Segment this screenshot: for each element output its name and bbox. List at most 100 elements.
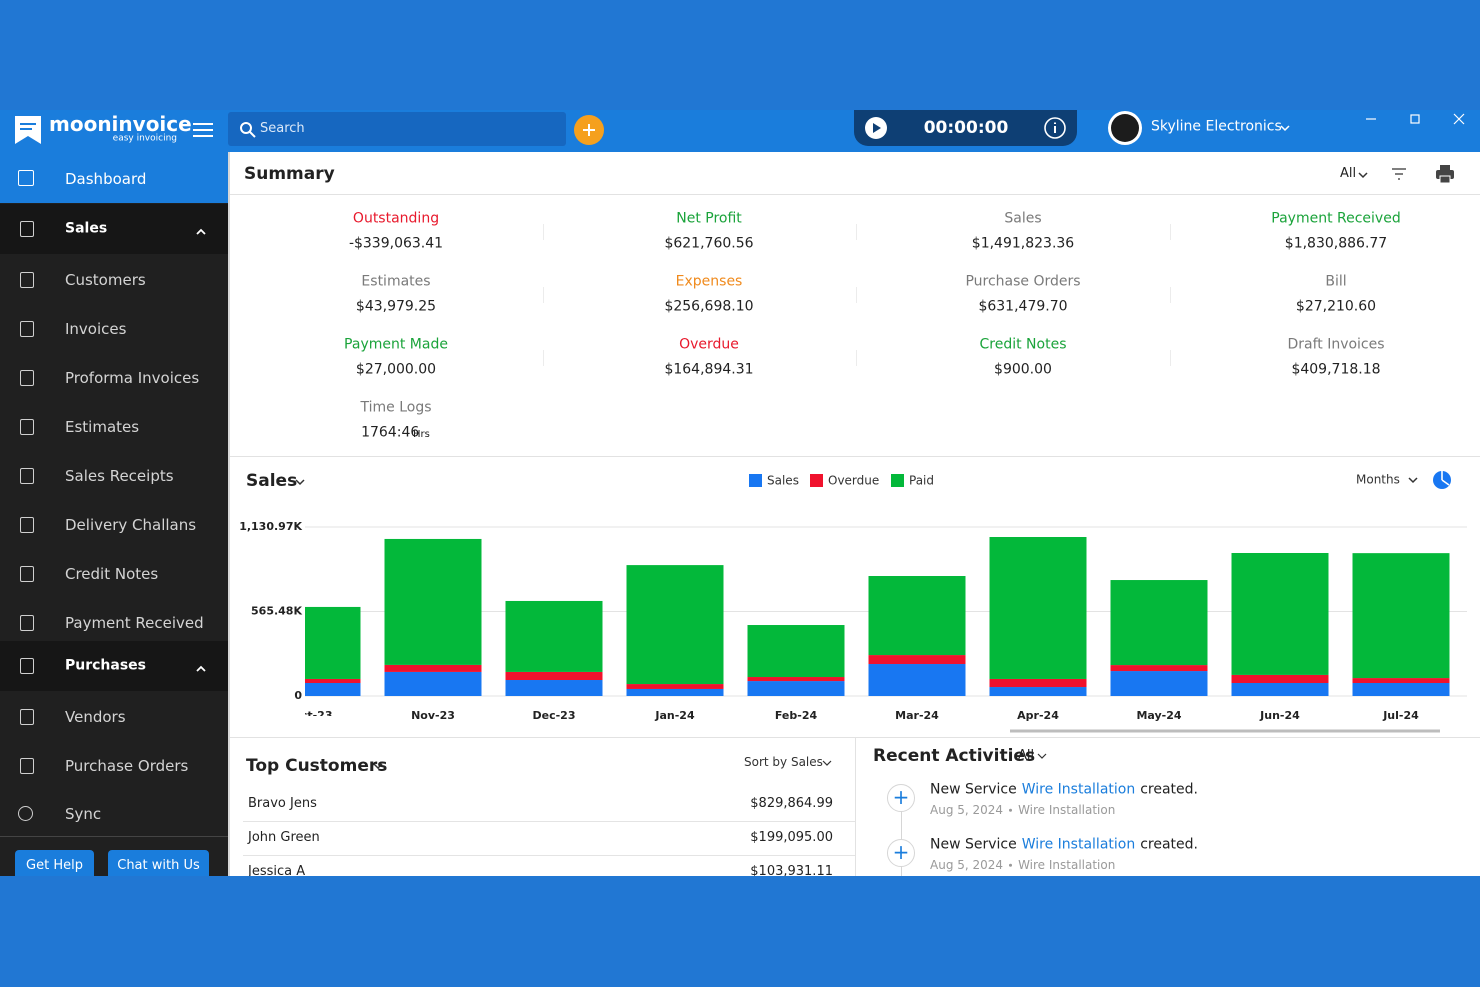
nav-item[interactable]: Dashboard [65,170,147,188]
section-caret[interactable] [195,223,207,235]
nav-item[interactable]: Proforma Invoices [65,369,200,387]
activity-prefix: New Service [930,836,1017,853]
search-box[interactable] [228,112,566,146]
sidebar-active[interactable] [0,152,228,203]
bar[interactable] [868,655,966,665]
bar[interactable] [505,671,603,681]
summary-label: Estimates [361,273,431,290]
bar[interactable] [264,606,361,679]
bar[interactable] [1352,678,1450,683]
customer-name: Jessica A [248,864,306,876]
bar[interactable] [264,682,361,696]
nav-item[interactable]: Delivery Challans [65,516,197,534]
nav-item[interactable]: Vendors [65,708,126,726]
activity-meta: Aug 5, 2024 Wire Installation [930,803,1115,817]
bar[interactable] [868,664,966,696]
company-name: Skyline Electronics [1151,118,1282,135]
sort-caret[interactable] [820,756,834,770]
bar[interactable] [384,671,482,696]
bar[interactable] [989,678,1087,688]
bar[interactable] [626,684,724,689]
bar[interactable] [747,625,845,678]
summary-label: Overdue [679,336,739,353]
menu-icon [20,370,34,386]
summary-value: $631,479.70 [978,298,1068,315]
nav-section-title[interactable]: Sales [65,220,108,237]
customer-amount: $103,931.11 [750,864,833,876]
bar[interactable] [384,538,482,665]
company-caret[interactable] [1278,121,1292,135]
customers-caret[interactable] [371,759,385,773]
nav-item[interactable]: Sync [65,805,102,823]
period-caret[interactable] [1406,473,1420,487]
bar[interactable] [1352,553,1450,679]
section-caret[interactable] [195,660,207,672]
divider [230,194,1480,195]
y-tick-label: 0 [294,689,302,702]
activity-caret[interactable] [1035,749,1049,763]
filter-label[interactable]: All [1340,166,1357,182]
bar[interactable] [264,678,361,683]
bar[interactable] [384,664,482,672]
company-avatar[interactable] [1107,110,1143,146]
button-label[interactable]: Chat with Us [117,858,200,874]
activity-link[interactable]: Wire Installation [1021,836,1136,853]
bar[interactable] [989,687,1087,696]
sidebar [0,152,228,876]
bar[interactable] [1231,552,1329,675]
bar[interactable] [747,677,845,682]
summary-separator [1169,287,1171,303]
bar[interactable] [1231,674,1329,683]
bar[interactable] [989,537,1087,679]
nav-item[interactable]: Customers [65,271,146,289]
nav-section-title[interactable]: Purchases [65,657,147,674]
bar[interactable] [868,576,966,656]
chart-type-button[interactable] [1431,469,1453,491]
nav-item[interactable]: Payment Received [65,614,204,632]
legend-label: Paid [909,474,934,488]
nav-item[interactable]: Purchase Orders [65,757,189,775]
x-tick-label: Feb-24 [775,709,818,722]
menu-icon [20,566,34,582]
bar[interactable] [1110,671,1208,696]
x-tick-label: Jan-24 [654,709,695,722]
button-label[interactable]: Get Help [26,858,83,874]
bar[interactable] [1110,580,1208,666]
divider [230,737,1480,738]
bar[interactable] [1231,682,1329,696]
bar[interactable] [626,688,724,696]
nav-section[interactable] [0,204,228,254]
bar[interactable] [505,680,603,696]
summary-value: $256,698.10 [664,298,754,315]
nav-item[interactable]: Invoices [65,320,127,338]
info-button[interactable] [1043,116,1067,140]
filter-caret[interactable] [1356,168,1370,182]
window-controls[interactable] [1362,112,1472,130]
nav-item[interactable]: Credit Notes [65,565,159,583]
y-tick-label: 1,130.97K [239,520,302,533]
nav-item[interactable]: Sales Receipts [65,467,174,485]
nav-section[interactable] [0,641,228,691]
filter-icon[interactable] [1390,166,1408,182]
bar[interactable] [1110,665,1208,672]
play-button[interactable] [864,116,888,140]
bar[interactable] [505,600,603,672]
bar[interactable] [626,565,724,685]
bar[interactable] [747,681,845,696]
sidebar-button[interactable] [15,850,94,876]
sort-selector[interactable]: Sort by Sales [744,754,823,769]
sales-caret[interactable] [293,475,307,489]
print-icon[interactable] [1434,163,1456,185]
menu-button[interactable] [192,121,214,139]
activity-link[interactable]: Wire Installation [1021,781,1136,798]
bar[interactable] [1352,682,1450,696]
nav-item[interactable]: Estimates [65,418,140,436]
sidebar-button[interactable] [108,850,209,876]
timer: 00:00:00 [923,117,1009,138]
brand-tagline: easy invoicing [112,133,177,144]
summary-value: $164,894.31 [664,361,754,378]
app-window: Sales Sales Overdue Paid Months 0 565.48K 1,130… [0,110,1480,876]
activity-filter[interactable]: All [1018,748,1035,764]
legend-swatch [891,474,904,487]
add-button[interactable] [573,114,605,146]
